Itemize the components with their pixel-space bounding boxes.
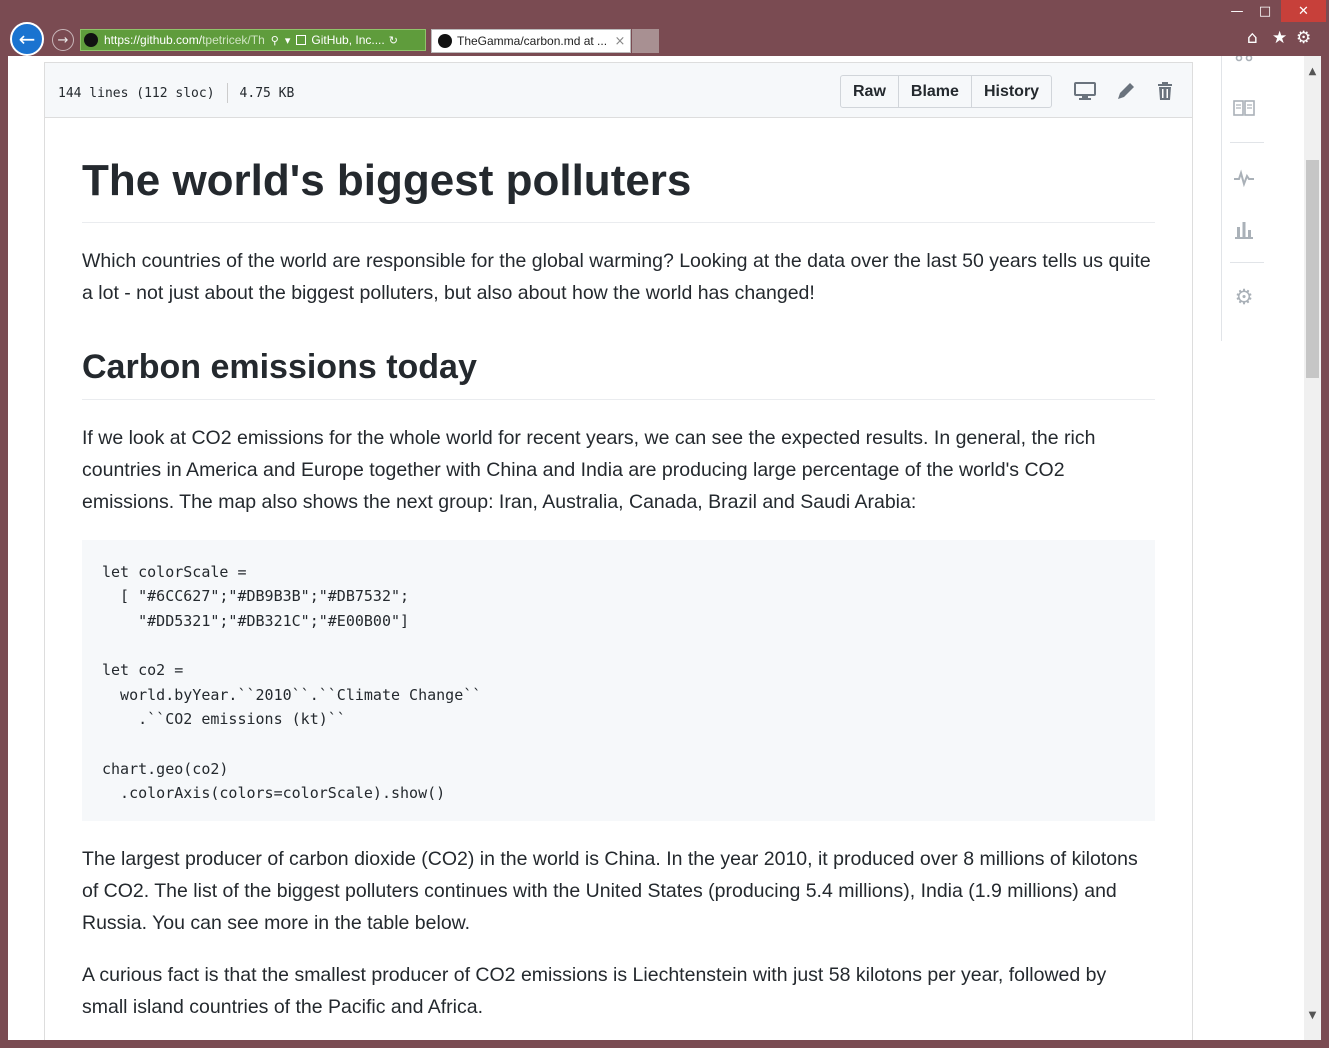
- lock-icon: [296, 35, 307, 45]
- new-tab-button[interactable]: [632, 29, 659, 53]
- github-favicon-icon: [438, 34, 452, 48]
- pull-request-icon[interactable]: [1232, 56, 1256, 74]
- address-bar[interactable]: https://github.com/tpetricek/Th ⚲ ▾ GitH…: [80, 29, 426, 51]
- file-info: 144 lines (112 sloc) 4.75 KB: [58, 83, 294, 103]
- file-actions: Raw Blame History: [840, 75, 1053, 108]
- scroll-down-arrow-icon[interactable]: ▼: [1308, 1010, 1317, 1021]
- close-window-button[interactable]: ✕: [1281, 0, 1326, 22]
- site-identity[interactable]: GitHub, Inc....: [311, 33, 385, 47]
- minimize-button[interactable]: —: [1230, 3, 1244, 19]
- gear-icon[interactable]: ⚙: [1234, 285, 1254, 309]
- scroll-up-arrow-icon[interactable]: ▲: [1308, 66, 1317, 77]
- sidebar-divider: [1230, 262, 1264, 263]
- page-viewport: 144 lines (112 sloc) 4.75 KB Raw Blame H…: [8, 56, 1304, 1040]
- pencil-icon[interactable]: [1115, 80, 1137, 102]
- scrollbar[interactable]: ▲ ▼: [1304, 56, 1321, 1040]
- tab-active[interactable]: TheGamma/carbon.md at ... ×: [431, 29, 631, 53]
- page-title: The world's biggest polluters: [82, 156, 1155, 224]
- blame-button[interactable]: Blame: [899, 76, 972, 107]
- book-icon[interactable]: [1232, 96, 1256, 120]
- intro-paragraph: Which countries of the world are respons…: [82, 250, 1151, 305]
- refresh-icon[interactable]: ↻: [388, 33, 398, 47]
- history-button[interactable]: History: [983, 83, 1040, 100]
- sidebar-separator: [1221, 56, 1222, 341]
- sidebar-divider: [1230, 142, 1264, 143]
- scroll-thumb[interactable]: [1306, 160, 1319, 378]
- pulse-icon[interactable]: [1232, 166, 1256, 190]
- tab-close-icon[interactable]: ×: [614, 33, 626, 49]
- graph-icon[interactable]: [1232, 217, 1256, 241]
- raw-button[interactable]: Raw: [841, 76, 899, 107]
- paragraph-2: The largest producer of carbon dioxide (…: [82, 847, 1138, 934]
- markdown-body: The world's biggest polluters Which coun…: [82, 117, 1155, 1023]
- home-icon[interactable]: ⌂: [1247, 28, 1258, 48]
- url-host: https://github.com/: [104, 33, 203, 47]
- paragraph-3: A curious fact is that the smallest prod…: [82, 963, 1107, 1018]
- browser-chrome: — □ ✕ ← → https://github.com/tpetricek/T…: [0, 0, 1329, 56]
- forward-arrow-icon: →: [57, 32, 69, 48]
- gear-icon[interactable]: ⚙: [1296, 28, 1312, 48]
- forward-button[interactable]: →: [52, 29, 74, 51]
- tab-title: TheGamma/carbon.md at ...: [457, 34, 608, 48]
- code-block[interactable]: let colorScale = [ "#6CC627";"#DB9B3B";"…: [82, 539, 1155, 821]
- desktop-icon[interactable]: [1074, 80, 1096, 102]
- file-box: 144 lines (112 sloc) 4.75 KB Raw Blame H…: [44, 62, 1193, 1040]
- github-favicon-icon: [84, 33, 98, 47]
- dropdown-icon[interactable]: ▾: [284, 33, 291, 47]
- paragraph-1: If we look at CO2 emissions for the whol…: [82, 426, 1096, 513]
- back-arrow-icon: ←: [18, 27, 36, 51]
- window-frame: [1321, 56, 1329, 1048]
- url-path: tpetricek/Th: [202, 33, 265, 47]
- divider: [226, 83, 228, 103]
- search-icon[interactable]: ⚲: [270, 33, 279, 47]
- trash-icon[interactable]: [1154, 80, 1176, 102]
- back-button[interactable]: ←: [10, 22, 44, 56]
- maximize-button[interactable]: □: [1258, 3, 1272, 19]
- file-size: 4.75 KB: [239, 85, 295, 101]
- file-lines: 144 lines (112 sloc): [58, 85, 215, 101]
- file-header: 144 lines (112 sloc) 4.75 KB Raw Blame H…: [45, 63, 1192, 118]
- section-heading: Carbon emissions today: [82, 349, 1155, 400]
- star-icon[interactable]: ★: [1272, 28, 1288, 48]
